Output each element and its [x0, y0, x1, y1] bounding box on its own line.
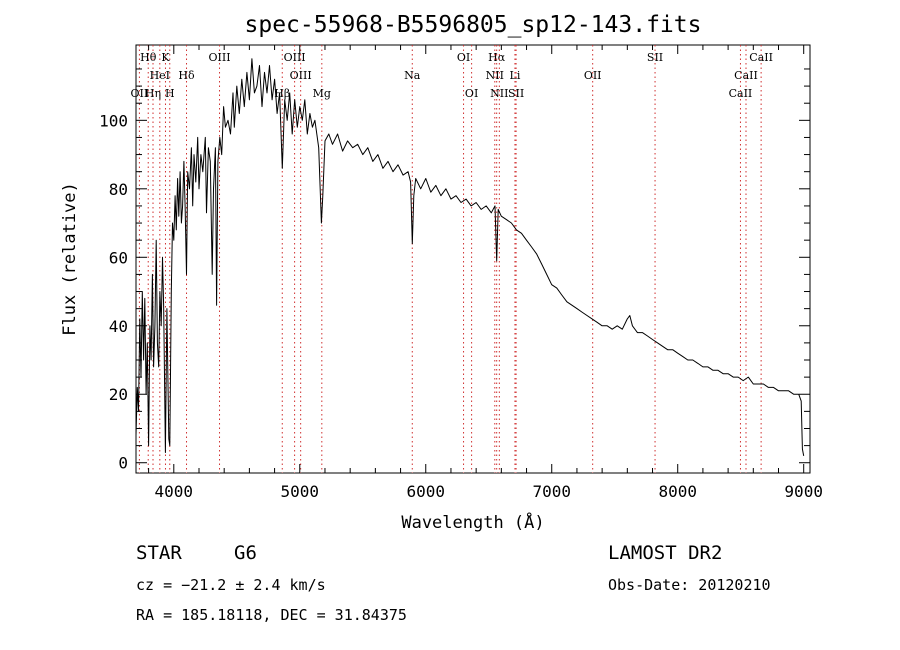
line-label: CaII — [729, 87, 753, 100]
line-label: Mg — [313, 87, 331, 100]
observation-date: Obs-Date: 20120210 — [608, 576, 771, 594]
y-tick-label: 60 — [109, 248, 128, 267]
line-label: OII — [584, 69, 602, 82]
line-label: HeI — [150, 69, 170, 82]
y-tick-label: 20 — [109, 385, 128, 404]
x-tick-label: 7000 — [532, 482, 571, 501]
y-tick-label: 40 — [109, 317, 128, 336]
x-tick-label: 4000 — [155, 482, 194, 501]
line-label: CaII — [734, 69, 758, 82]
line-label: Hδ — [178, 69, 195, 82]
series-group — [135, 58, 805, 456]
x-tick-label: 5000 — [281, 482, 320, 501]
line-label: CaII — [749, 51, 773, 64]
y-tick-label: 0 — [118, 454, 128, 473]
line-label: Hα — [488, 51, 506, 64]
line-label: Na — [404, 69, 421, 82]
line-label: Hβ — [274, 87, 290, 100]
line-label: OIII — [290, 69, 312, 82]
line-label: K — [161, 51, 170, 64]
line-label: OI — [465, 87, 478, 100]
flux-series-line — [135, 58, 805, 456]
x-tick-label: 8000 — [658, 482, 697, 501]
x-axis-label: Wavelength (Å) — [401, 511, 544, 533]
y-tick-label: 100 — [99, 111, 128, 130]
line-label: SII — [508, 87, 524, 100]
line-label: SII — [647, 51, 663, 64]
redshift-velocity: cz = −21.2 ± 2.4 km/s — [136, 576, 326, 594]
line-label: OII — [131, 87, 149, 100]
star-subclass: G6 — [234, 542, 257, 564]
axis-ticks: 4000 5000 6000 7000 8000 9000 0 20 40 60 80 100 — [99, 45, 823, 501]
survey-name: LAMOST DR2 — [608, 542, 722, 564]
plot-frame — [135, 44, 811, 474]
line-label: OIII — [208, 51, 230, 64]
line-label: Hθ — [140, 51, 157, 64]
line-label: OIII — [284, 51, 306, 64]
line-label: NII — [486, 69, 504, 82]
coordinates: RA = 185.18118, DEC = 31.84375 — [136, 606, 407, 624]
x-tick-label: 6000 — [406, 482, 445, 501]
star-class: STAR — [136, 542, 182, 564]
line-label: Li — [510, 69, 521, 82]
line-label: Hη — [145, 87, 161, 100]
line-label: NII — [490, 87, 508, 100]
chart-title: spec-55968-B5596805_sp12-143.fits — [245, 12, 702, 38]
line-label: H — [165, 87, 175, 100]
line-label: OI — [457, 51, 470, 64]
y-axis-label: Flux (relative) — [60, 182, 80, 336]
x-tick-label: 9000 — [784, 482, 823, 501]
y-tick-label: 80 — [109, 180, 128, 199]
